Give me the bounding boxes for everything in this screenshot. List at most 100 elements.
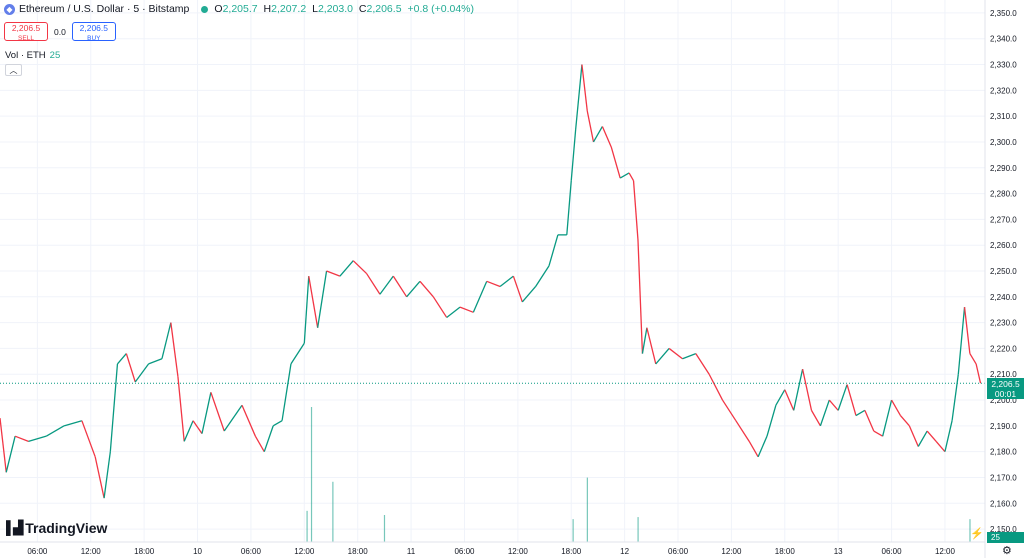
time-axis[interactable]: 06:00 12:00 18:00 10 06:00 12:00 18:00 11 06:00 1… [0,541,985,556]
sell-label: SELL [18,35,34,42]
price-segment [326,270,341,277]
y-tick-label: 2,250.0 [990,267,1017,276]
price-segment [103,451,111,499]
collapse-legend-button[interactable]: ︿ [5,64,22,76]
price-segment [637,240,644,354]
price-series [0,64,982,499]
price-segment [864,410,875,432]
volume-bar [637,517,639,542]
price-segment [963,307,971,354]
price-segment [793,368,804,411]
x-tick-label: 13 [834,547,843,556]
y-tick-label: 2,320.0 [990,86,1017,95]
x-tick-label: 18:00 [561,547,582,556]
price-segment [575,64,583,130]
price-axis[interactable]: 2,150.0 2,160.0 2,170.0 2,180.0 2,190.0 2,200… [984,0,1017,558]
chart-grid [0,0,985,542]
x-tick-label: 06:00 [241,547,262,556]
price-segment [14,435,29,442]
price-segment [586,110,595,143]
price-segment [116,353,127,365]
price-segment [548,234,559,267]
volume-value: 25 [49,50,61,61]
price-segment [352,260,368,275]
y-tick-label: 2,210.0 [990,370,1017,379]
x-tick-label: 06:00 [454,547,475,556]
price-segment [873,430,884,437]
price-segment [499,275,514,287]
price-segment [28,435,47,442]
buy-price: 2,206.5 [79,23,109,33]
volume-bar [572,519,574,542]
x-tick-label: 12:00 [935,547,956,556]
y-tick-label: 2,300.0 [990,138,1017,147]
gear-icon[interactable]: ⚙ [1002,545,1012,557]
price-segment [210,392,225,432]
price-segment [957,307,966,375]
price-segment [735,420,750,442]
price-segment [432,296,448,318]
price-segment [846,384,857,416]
price-segment [570,128,577,181]
price-segment [223,404,243,432]
symbol-legend: ◆ Ethereum / U.S. Dollar · 5 · Bitstamp … [4,3,477,15]
tradingview-logo[interactable]: ▌▟ TradingView [6,520,107,536]
price-segment [766,405,777,437]
ohlc-values: O2,205.7 H2,207.2 L2,203.0 C2,206.5 +0.8… [214,3,477,15]
y-tick-label: 2,160.0 [990,499,1017,508]
y-tick-label: 2,200.0 [990,396,1017,405]
price-segment [775,389,786,406]
price-segment [810,410,821,427]
price-segment [459,306,474,313]
close-value: 2,206.5 [366,3,402,15]
price-segment [161,322,172,359]
x-tick-label: 12:00 [294,547,315,556]
x-tick-label: 06:00 [882,547,903,556]
price-segment [308,276,319,328]
price-segment [619,172,630,179]
y-tick-label: 2,290.0 [990,164,1017,173]
open-label: O [214,3,223,15]
y-tick-label: 2,220.0 [990,344,1017,353]
price-segment [801,368,813,411]
volume-bar [969,519,971,542]
y-tick-label: 2,330.0 [990,61,1017,70]
y-tick-label: 2,150.0 [990,525,1017,534]
price-segment [632,180,639,241]
volume-legend[interactable]: Vol · ETH 25 [5,50,60,61]
price-segment [303,276,310,344]
buy-button[interactable]: 2,206.5 BUY [71,22,116,42]
x-tick-label: 11 [407,547,416,556]
volume-bars [306,407,971,542]
x-tick-label: 18:00 [775,547,796,556]
price-segment [757,435,768,458]
price-segment [951,374,959,421]
price-segment [908,425,919,447]
price-segment [581,64,588,112]
y-tick-label: 2,240.0 [990,293,1017,302]
x-tick-label: 12 [620,547,629,556]
price-segment [917,430,928,447]
y-tick-label: 2,260.0 [990,241,1017,250]
price-segment [125,353,136,383]
price-segment [366,273,381,295]
change-value: +0.8 (+0.04%) [407,3,475,15]
lightning-icon[interactable]: ⚡ [970,528,984,540]
y-tick-label: 2,170.0 [990,473,1017,482]
volume-bar [586,477,588,542]
price-segment [855,409,866,417]
buy-label: BUY [87,35,101,42]
price-segment [899,415,910,427]
price-segment [406,280,421,298]
price-segment [45,425,65,437]
price-segment [926,430,937,442]
price-segment [148,358,163,365]
price-segment [828,399,839,411]
price-segment [63,420,83,427]
symbol-title[interactable]: Ethereum / U.S. Dollar · 5 · Bitstamp [19,3,190,15]
market-status-icon[interactable] [201,5,209,13]
close-label: C [358,3,367,15]
y-tick-label: 2,270.0 [990,215,1017,224]
sell-button[interactable]: 2,206.5 SELL [4,22,48,42]
